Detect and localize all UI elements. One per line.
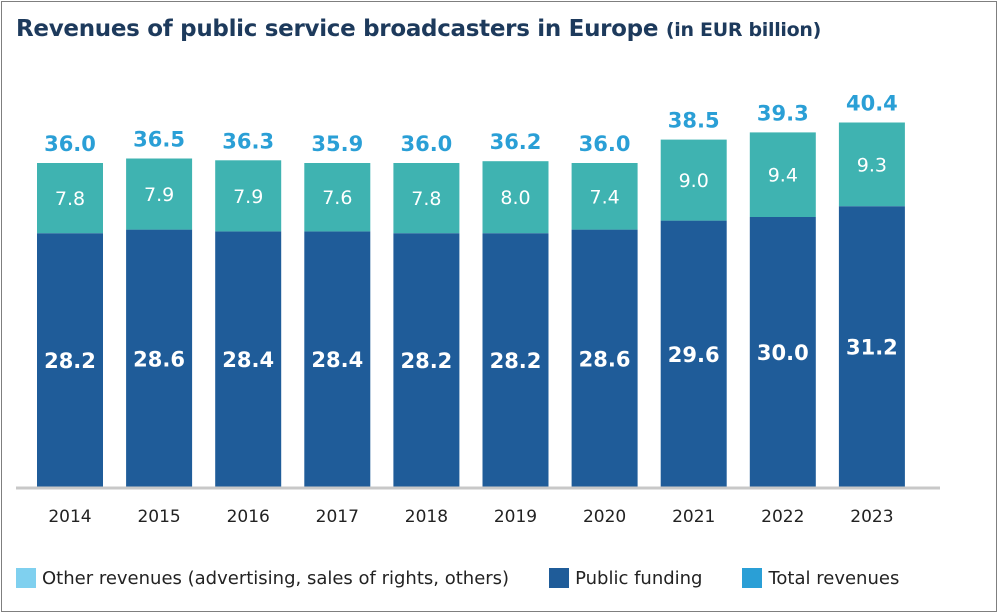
x-tick-label-2014: 2014 bbox=[48, 507, 91, 527]
bar-other-revenues-2018 bbox=[393, 163, 460, 234]
bar-other-revenues-2021 bbox=[660, 139, 727, 221]
label-other-revenues-2017: 7.6 bbox=[322, 187, 352, 209]
bar-other-revenues-2023 bbox=[838, 122, 905, 207]
label-public-funding-2021: 29.6 bbox=[668, 343, 720, 367]
label-public-funding-2019: 28.2 bbox=[490, 349, 542, 373]
label-total-revenues-2020: 36.0 bbox=[579, 132, 631, 156]
x-tick-label-2016: 2016 bbox=[227, 507, 270, 527]
bar-other-revenues-2017 bbox=[304, 163, 371, 232]
label-other-revenues-2021: 9.0 bbox=[679, 170, 709, 192]
label-public-funding-2016: 28.4 bbox=[222, 348, 274, 372]
bar-other-revenues-2015 bbox=[126, 158, 193, 230]
bar-other-revenues-2020 bbox=[571, 163, 638, 230]
label-other-revenues-2020: 7.4 bbox=[589, 186, 619, 208]
label-total-revenues-2021: 38.5 bbox=[668, 109, 720, 133]
bar-public-funding-2021 bbox=[660, 220, 727, 487]
label-total-revenues-2022: 39.3 bbox=[757, 101, 809, 125]
x-tick-label-2017: 2017 bbox=[316, 507, 359, 527]
legend-swatch-public-funding bbox=[549, 568, 570, 588]
label-public-funding-2017: 28.4 bbox=[311, 348, 363, 372]
bar-public-funding-2020 bbox=[571, 229, 638, 487]
x-tick-label-2021: 2021 bbox=[672, 507, 715, 527]
x-tick-label-2023: 2023 bbox=[850, 507, 893, 527]
label-public-funding-2022: 30.0 bbox=[757, 341, 809, 365]
label-public-funding-2015: 28.6 bbox=[133, 347, 185, 371]
bar-public-funding-2022 bbox=[749, 217, 816, 487]
legend-item-public-funding: Public funding bbox=[549, 568, 702, 589]
legend-swatch-total-revenues bbox=[742, 568, 763, 588]
x-tick-label-2022: 2022 bbox=[761, 507, 804, 527]
legend-label-public-funding: Public funding bbox=[575, 567, 703, 589]
x-tick-label-2020: 2020 bbox=[583, 507, 626, 527]
bar-other-revenues-2022 bbox=[749, 132, 816, 217]
chart-title-unit: (in EUR billion) bbox=[665, 19, 821, 41]
bar-other-revenues-2016 bbox=[215, 160, 282, 232]
label-public-funding-2014: 28.2 bbox=[44, 349, 96, 373]
x-tick-label-2015: 2015 bbox=[137, 507, 180, 527]
legend-item-other-revenues: Other revenues (advertising, sales of ri… bbox=[16, 568, 509, 589]
chart-title: Revenues of public service broadcasters … bbox=[16, 16, 821, 42]
bar-public-funding-2023 bbox=[838, 206, 905, 487]
bar-public-funding-2016 bbox=[215, 231, 282, 487]
label-public-funding-2023: 31.2 bbox=[846, 336, 898, 360]
label-other-revenues-2015: 7.9 bbox=[144, 184, 174, 206]
label-other-revenues-2018: 7.8 bbox=[411, 188, 441, 210]
label-other-revenues-2022: 9.4 bbox=[768, 165, 798, 187]
label-other-revenues-2023: 9.3 bbox=[857, 154, 887, 176]
x-tick-label-2018: 2018 bbox=[405, 507, 448, 527]
bar-public-funding-2017 bbox=[304, 231, 371, 487]
label-total-revenues-2018: 36.0 bbox=[400, 132, 452, 156]
legend-item-total-revenues: Total revenues bbox=[742, 568, 899, 589]
label-total-revenues-2023: 40.4 bbox=[846, 92, 898, 116]
label-total-revenues-2014: 36.0 bbox=[44, 132, 96, 156]
chart-title-main: Revenues of public service broadcasters … bbox=[16, 16, 659, 42]
bar-other-revenues-2014 bbox=[37, 163, 103, 234]
label-other-revenues-2014: 7.8 bbox=[55, 188, 85, 210]
label-total-revenues-2015: 36.5 bbox=[133, 128, 185, 152]
label-other-revenues-2019: 8.0 bbox=[500, 187, 530, 209]
chart-legend: Other revenues (advertising, sales of ri… bbox=[16, 566, 899, 590]
bar-public-funding-2014 bbox=[37, 233, 103, 487]
label-total-revenues-2019: 36.2 bbox=[490, 130, 542, 154]
legend-label-total-revenues: Total revenues bbox=[768, 567, 900, 589]
label-public-funding-2020: 28.6 bbox=[579, 347, 631, 371]
bar-public-funding-2015 bbox=[126, 229, 193, 487]
bar-other-revenues-2019 bbox=[482, 161, 549, 234]
label-total-revenues-2016: 36.3 bbox=[222, 129, 274, 153]
bar-public-funding-2019 bbox=[482, 233, 549, 487]
bar-public-funding-2018 bbox=[393, 233, 460, 487]
label-public-funding-2018: 28.2 bbox=[400, 349, 452, 373]
label-total-revenues-2017: 35.9 bbox=[311, 132, 363, 156]
label-other-revenues-2016: 7.9 bbox=[233, 186, 263, 208]
legend-label-other-revenues: Other revenues (advertising, sales of ri… bbox=[42, 567, 510, 589]
legend-swatch-other-revenues bbox=[16, 568, 36, 588]
x-tick-label-2019: 2019 bbox=[494, 507, 537, 527]
